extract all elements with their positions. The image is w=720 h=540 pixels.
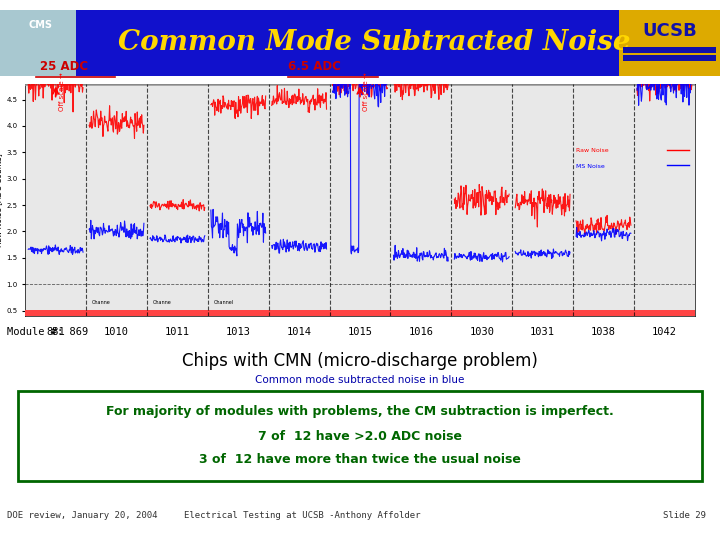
Text: Slide 29: Slide 29 (662, 511, 706, 519)
Text: 881: 881 (46, 327, 65, 338)
Text: MS Noise: MS Noise (576, 164, 605, 169)
Text: Module #: 869: Module #: 869 (7, 327, 89, 338)
Text: Electrical Testing at UCSB -Anthony Affolder: Electrical Testing at UCSB -Anthony Affo… (184, 511, 420, 519)
Text: 3 of  12 have more than twice the usual noise: 3 of 12 have more than twice the usual n… (199, 453, 521, 466)
Text: Chips with CMN (micro-discharge problem): Chips with CMN (micro-discharge problem) (182, 352, 538, 370)
Text: 1030: 1030 (469, 327, 494, 338)
Text: 25 ADC: 25 ADC (40, 60, 88, 73)
Text: DOE review, January 20, 2004: DOE review, January 20, 2004 (7, 511, 158, 519)
Bar (623, 55, 716, 61)
Text: Channel: Channel (214, 300, 234, 305)
Text: Raw Noise: Raw Noise (576, 148, 608, 153)
Text: Off scale →: Off scale → (59, 72, 65, 111)
Bar (623, 46, 716, 52)
Text: CMS: CMS (29, 20, 53, 30)
Text: 1038: 1038 (591, 327, 616, 338)
Text: Off scale →: Off scale → (363, 72, 369, 111)
Y-axis label: Raw Noise [ADC Counts]: Raw Noise [ADC Counts] (0, 153, 4, 247)
Text: 7 of  12 have >2.0 ADC noise: 7 of 12 have >2.0 ADC noise (258, 429, 462, 443)
Text: UCSB: UCSB (642, 22, 697, 40)
Text: Common Mode Subtracted Noise: Common Mode Subtracted Noise (118, 29, 631, 56)
Text: 1013: 1013 (226, 327, 251, 338)
Text: 1031: 1031 (530, 327, 555, 338)
Text: Channe: Channe (92, 300, 111, 305)
Bar (619, 10, 720, 76)
Text: Common mode subtracted noise in blue: Common mode subtracted noise in blue (256, 375, 464, 385)
Text: 1011: 1011 (165, 327, 190, 338)
FancyBboxPatch shape (18, 391, 702, 482)
Bar (0, 10, 76, 76)
Text: Channe: Channe (153, 300, 172, 305)
Text: 1014: 1014 (287, 327, 312, 338)
Text: For majority of modules with problems, the CM subtraction is imperfect.: For majority of modules with problems, t… (106, 405, 614, 418)
Bar (25, 309, 695, 316)
Text: 6.5 ADC: 6.5 ADC (288, 60, 341, 73)
Text: 1010: 1010 (104, 327, 129, 338)
Bar (25, 84, 695, 86)
Text: 1015: 1015 (348, 327, 372, 338)
Text: 1016: 1016 (408, 327, 433, 338)
Text: 1042: 1042 (652, 327, 677, 338)
